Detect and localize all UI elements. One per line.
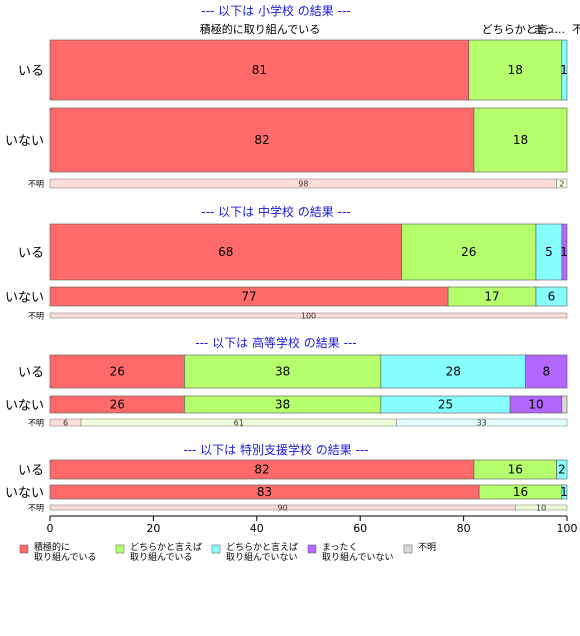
panel-title: --- 以下は 高等学校 の結果 ---: [195, 335, 356, 350]
bar-segment: [561, 223, 568, 281]
bar-segment: [49, 354, 185, 389]
panel-title: --- 以下は 中学校 の結果 ---: [201, 204, 350, 219]
row-label: いる: [18, 246, 44, 261]
bar-segment: [49, 312, 568, 319]
legend-label: どちらかと言えば: [130, 541, 202, 553]
bar-segment: [561, 39, 568, 101]
bar-segment: [535, 286, 568, 307]
bar-segment: [515, 504, 568, 511]
bar-value-label: 33: [477, 419, 487, 428]
x-tick-label: 20: [146, 522, 160, 535]
bar-segment: [561, 484, 568, 500]
panel-title: --- 以下は 特別支援学校 の結果 ---: [183, 442, 368, 457]
bar-value-label: 18: [508, 63, 523, 77]
row-label: 不明: [28, 180, 44, 189]
bar-value-label: 2: [558, 463, 566, 477]
row-label: いない: [5, 486, 44, 501]
panel-title: --- 以下は 小学校 の結果 ---: [201, 3, 350, 18]
bar-value-label: 81: [252, 63, 267, 77]
bar-segment: [473, 107, 568, 173]
bar-value-label: 2: [559, 180, 564, 189]
bar-value-label: 1: [560, 63, 568, 77]
bar-value-label: 28: [446, 365, 461, 379]
legend-swatch: [307, 544, 317, 554]
bar-segment: [401, 223, 537, 281]
bar-value-label: 38: [275, 398, 290, 412]
bar-value-label: 17: [484, 290, 499, 304]
top-label-2: まっ...: [533, 23, 565, 36]
x-tick-label: 100: [557, 522, 578, 535]
bar-segment: [556, 459, 568, 480]
top-label-0: 積極的に取り組んでいる: [200, 22, 320, 36]
bar-value-label: 82: [254, 133, 269, 147]
legend-label: 取り組んでいる: [130, 551, 193, 563]
bar-value-label: 98: [298, 180, 308, 189]
bar-segment: [396, 418, 568, 427]
row-label: いる: [18, 366, 44, 381]
x-tick-label: 80: [457, 522, 471, 535]
legend-label: 積極的に: [34, 541, 70, 553]
row-label: 不明: [28, 504, 44, 513]
legend-swatch: [403, 544, 413, 554]
bar-value-label: 38: [275, 365, 290, 379]
bar-segment: [184, 354, 382, 389]
bar-segment: [561, 395, 568, 414]
legend-label: どちらかと言えば: [226, 541, 298, 553]
bar-value-label: 10: [536, 504, 546, 513]
legend-label: 取り組んでいる: [34, 551, 97, 563]
bar-value-label: 1: [560, 485, 568, 499]
bar-value-label: 6: [63, 419, 68, 428]
bar-value-label: 100: [301, 312, 316, 321]
bar-value-label: 25: [438, 398, 453, 412]
row-label: いない: [5, 399, 44, 414]
top-label-3: 不明: [572, 23, 580, 36]
bar-value-label: 77: [241, 290, 256, 304]
legend-swatch: [19, 544, 29, 554]
bar-value-label: 61: [234, 419, 244, 428]
x-tick-label: 60: [353, 522, 367, 535]
bar-value-label: 83: [257, 485, 272, 499]
bar-segment: [49, 223, 402, 281]
legend-label: まったく: [322, 542, 358, 553]
row-label: いない: [5, 134, 44, 149]
bar-value-label: 16: [513, 485, 528, 499]
bar-value-label: 5: [545, 245, 553, 259]
bar-segment: [535, 223, 563, 281]
bar-segment: [525, 354, 568, 389]
bar-segment: [468, 39, 563, 101]
top-label-1: どちらかと言...: [482, 23, 559, 36]
x-tick-label: 40: [250, 522, 264, 535]
x-tick-label: 0: [47, 522, 54, 535]
bar-value-label: 8: [542, 365, 550, 379]
row-label: いる: [18, 64, 44, 79]
row-label: 不明: [28, 312, 44, 321]
legend-label: 取り組んでいない: [226, 551, 298, 563]
bar-value-label: 90: [278, 504, 288, 513]
bar-segment: [380, 354, 526, 389]
legend-swatch: [115, 544, 125, 554]
bar-value-label: 82: [254, 463, 269, 477]
bar-value-label: 10: [528, 398, 543, 412]
bar-value-label: 26: [461, 245, 476, 259]
bar-segment: [556, 178, 568, 189]
legend-label: 取り組んでいない: [322, 551, 394, 563]
bar-value-label: 26: [110, 365, 125, 379]
bar-value-label: 18: [513, 133, 528, 147]
bar-segment: [49, 107, 475, 173]
legend-swatch: [211, 544, 221, 554]
row-label: 不明: [28, 419, 44, 428]
bar-value-label: 16: [508, 463, 523, 477]
bar-value-label: 26: [110, 398, 125, 412]
row-label: いる: [18, 464, 44, 479]
bar-value-label: 6: [548, 290, 556, 304]
legend-label: 不明: [418, 542, 436, 553]
bar-value-label: 68: [218, 245, 233, 259]
bar-value-label: 1: [560, 245, 568, 259]
row-label: いない: [5, 291, 44, 306]
